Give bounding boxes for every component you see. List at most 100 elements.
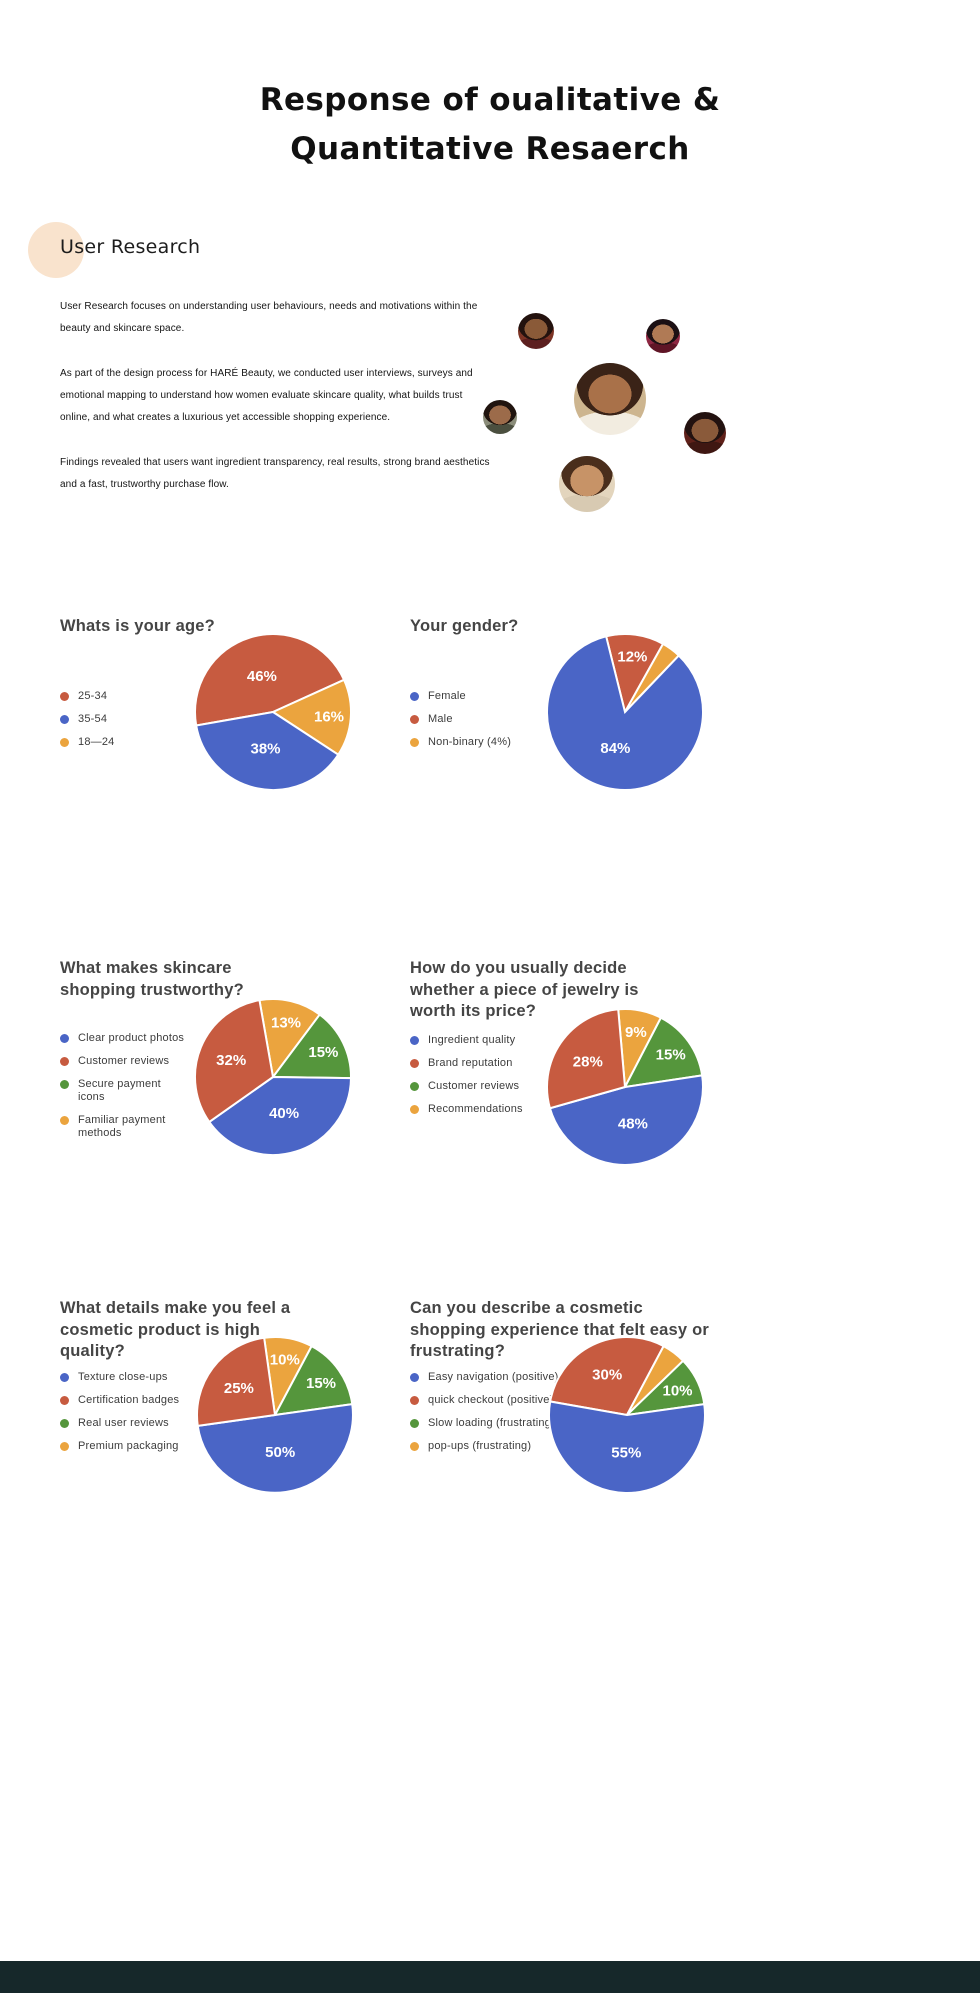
chart-trustworthy: What makes skincare shopping trustworthy… xyxy=(60,958,420,1218)
pie-slice-label: 10% xyxy=(662,1382,692,1399)
legend-label: Brand reputation xyxy=(428,1057,513,1069)
legend-label: Familiar payment methods xyxy=(78,1114,166,1139)
pie-slice-label: 48% xyxy=(618,1116,648,1133)
chart-title: What makes skincare shopping trustworthy… xyxy=(60,959,244,999)
legend-label: Customer reviews xyxy=(428,1080,520,1092)
pie-slice xyxy=(196,1403,354,1494)
pie-slice-label: 46% xyxy=(247,668,277,685)
legend-label: Certification badges xyxy=(78,1394,180,1406)
intro-paragraph-2: As part of the design process for HARÉ B… xyxy=(60,368,473,423)
pie-slice-label: 84% xyxy=(600,740,630,757)
pie-slice-label: 13% xyxy=(271,1014,301,1031)
chart-legend: Texture close-ups Certification badges Rea… xyxy=(60,1371,179,1463)
participant-avatar-4 xyxy=(483,400,517,434)
pie-slice xyxy=(548,1400,706,1494)
pie-chart-trustworthy: 13% 15% 40% 32% xyxy=(194,997,353,1156)
pie-chart-shopping-experience: 30% 10% 55% xyxy=(548,1336,706,1494)
legend-label: 35-54 xyxy=(78,713,108,725)
legend-dot xyxy=(410,1419,419,1428)
legend-dot xyxy=(410,715,419,724)
legend-dot xyxy=(410,1442,419,1451)
accent-circle xyxy=(28,222,84,278)
legend-item: Easy navigation (positive) xyxy=(410,1371,559,1384)
chart-title: What details make you feel a cosmetic pr… xyxy=(60,1299,291,1360)
pie-slice-label: 28% xyxy=(573,1053,603,1070)
legend-label: Recommendations xyxy=(428,1103,523,1115)
chart-title: How do you usually decide whether a piec… xyxy=(410,959,639,1020)
chart-jewelry-price: How do you usually decide whether a piec… xyxy=(410,958,770,1218)
pie-slice xyxy=(194,999,275,1124)
pie-slice-label: 15% xyxy=(656,1046,686,1063)
participant-avatar-5 xyxy=(684,412,726,454)
legend-label: Easy navigation (positive) xyxy=(428,1371,559,1383)
legend-label: 18—24 xyxy=(78,736,115,748)
legend-item: pop-ups (frustrating) xyxy=(410,1440,559,1453)
pie-slice xyxy=(194,633,346,727)
pie-slice-label: 15% xyxy=(306,1375,336,1392)
legend-item: Premium packaging xyxy=(60,1440,179,1453)
legend-item: Texture close-ups xyxy=(60,1371,179,1384)
legend-item: 35-54 xyxy=(60,713,114,726)
legend-label: Customer reviews xyxy=(78,1055,170,1067)
pie-chart-jewelry-price: 9% 15% 48% 28% xyxy=(546,1008,704,1166)
chart-legend: Clear product photos Customer reviews Secu… xyxy=(60,1032,190,1150)
pie-slice xyxy=(196,1336,277,1427)
intro-paragraphs: User Research focuses on understanding u… xyxy=(60,296,490,519)
legend-item: Non-binary (4%) xyxy=(410,736,511,749)
chart-age: Whats is your age? 25-34 35-54 18—24 46% 16… xyxy=(60,616,420,876)
legend-item: Slow loading (frustrating) xyxy=(410,1417,559,1430)
chart-shopping-experience: Can you describe a cosmetic shopping exp… xyxy=(410,1298,770,1558)
pie-slice-label: 9% xyxy=(625,1024,647,1041)
pie-slice xyxy=(270,678,352,757)
pie-slice-label: 38% xyxy=(250,741,280,758)
legend-item: Certification badges xyxy=(60,1394,179,1407)
pie-slice xyxy=(195,710,340,791)
legend-item: Ingredient quality xyxy=(410,1034,523,1047)
intro-paragraph-1: User Research focuses on understanding u… xyxy=(60,301,478,334)
legend-label: Premium packaging xyxy=(78,1440,179,1452)
legend-label: quick checkout (positive) xyxy=(428,1394,554,1406)
legend-item: Customer reviews xyxy=(410,1080,523,1093)
legend-dot xyxy=(60,1373,69,1382)
legend-label: Secure payment icons xyxy=(78,1078,161,1103)
pie-slice-label: 16% xyxy=(314,708,344,725)
legend-item: 25-34 xyxy=(60,690,114,703)
legend-label: Non-binary (4%) xyxy=(428,736,512,748)
legend-item: Male xyxy=(410,713,511,726)
legend-dot xyxy=(410,1082,419,1091)
legend-dot xyxy=(410,1059,419,1068)
legend-dot xyxy=(410,1373,419,1382)
pie-slice-label: 12% xyxy=(617,648,647,665)
intro-paragraph-3: Findings revealed that users want ingred… xyxy=(60,457,490,490)
legend-label: Texture close-ups xyxy=(78,1371,168,1383)
chart-gender: Your gender? Female Male Non-binary (4%) 1… xyxy=(410,616,770,876)
chart-legend: Easy navigation (positive) quick checkout… xyxy=(410,1371,559,1463)
legend-item: Recommendations xyxy=(410,1103,523,1116)
participant-avatar-3 xyxy=(574,363,646,435)
legend-dot xyxy=(410,1396,419,1405)
pie-slice xyxy=(549,1336,665,1417)
pie-slice-label: 10% xyxy=(270,1352,300,1369)
section-heading: User Research xyxy=(60,236,201,258)
legend-label: Real user reviews xyxy=(78,1417,169,1429)
legend-dot xyxy=(60,715,69,724)
legend-dot xyxy=(60,1442,69,1451)
pie-slice-label: 50% xyxy=(265,1444,295,1461)
legend-label: Female xyxy=(428,690,466,702)
legend-dot xyxy=(60,1057,69,1066)
pie-slice-label: 25% xyxy=(224,1380,254,1397)
page-title-line1: Response of oualitative & xyxy=(259,82,721,118)
pie-slice xyxy=(207,1075,353,1156)
participant-avatar-6 xyxy=(559,456,615,512)
legend-dot xyxy=(60,1116,69,1125)
pie-chart-product-quality: 10% 15% 50% 25% xyxy=(196,1336,354,1494)
pie-slice-label: 55% xyxy=(611,1444,641,1461)
pie-slice-label: 32% xyxy=(216,1052,246,1069)
legend-dot xyxy=(410,1105,419,1114)
legend-dot xyxy=(60,692,69,701)
legend-item: Secure payment icons xyxy=(60,1078,190,1104)
legend-dot xyxy=(410,738,419,747)
pie-slice xyxy=(546,1008,627,1110)
pie-slice-label: 40% xyxy=(269,1105,299,1122)
